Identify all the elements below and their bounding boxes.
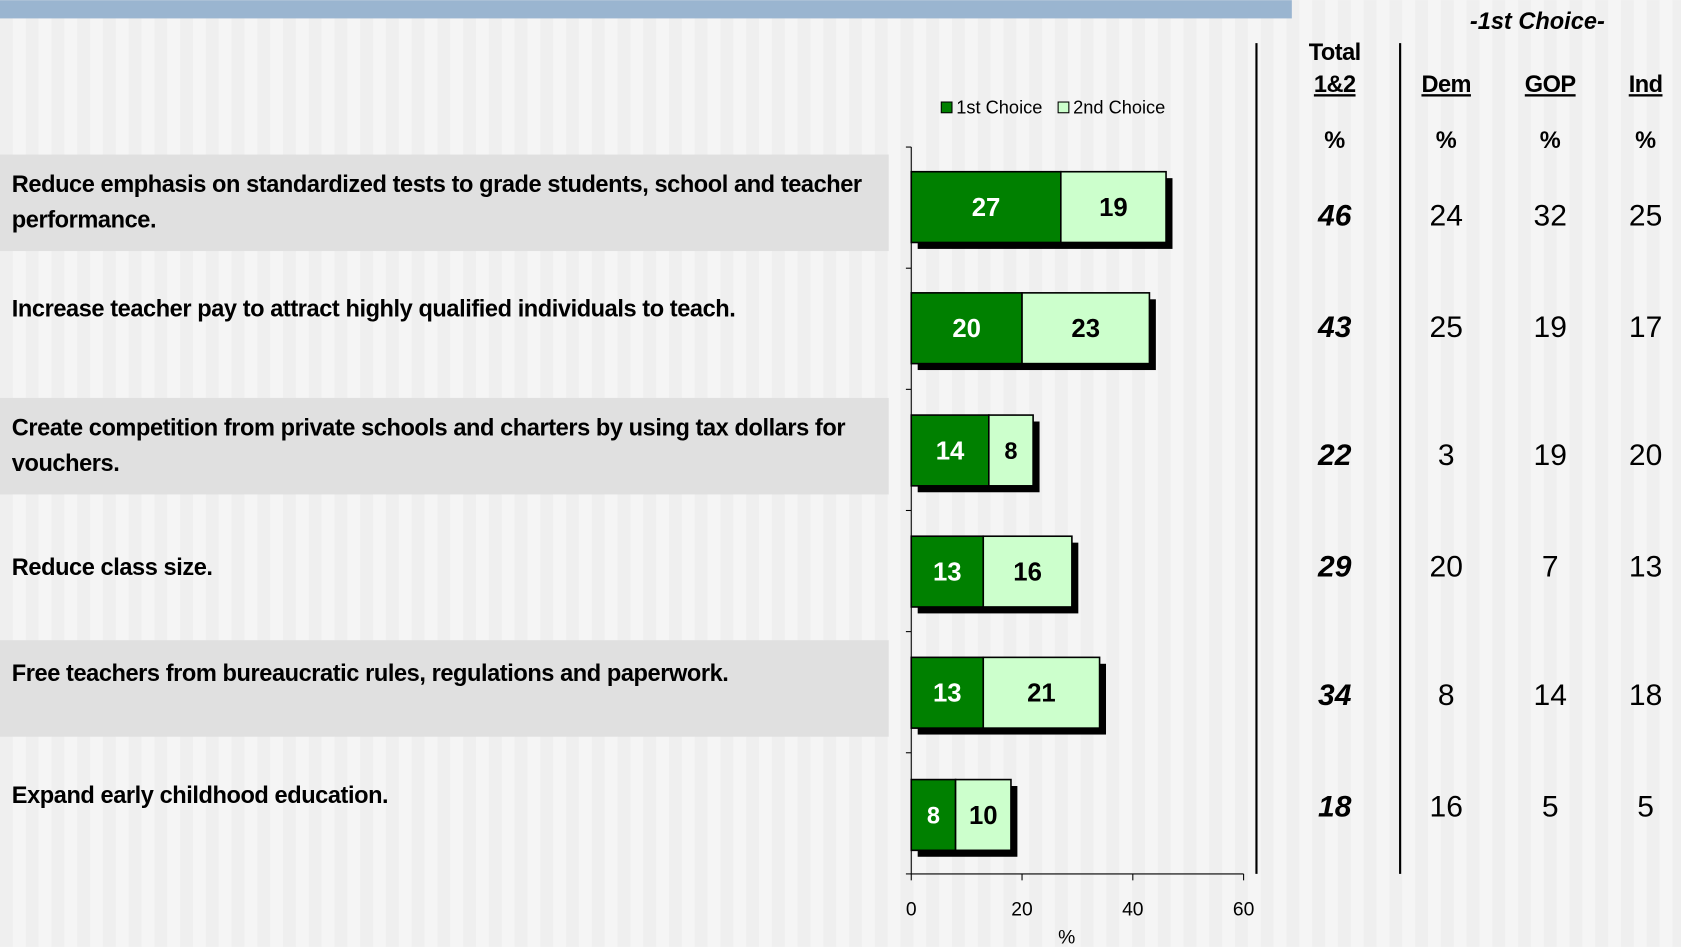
table-cell: 8 [1438,679,1455,712]
table-cell: 17 [1629,311,1662,344]
bar-value-label: 13 [933,559,962,587]
table-cell: 19 [1534,439,1567,472]
bar-value-label: 10 [969,802,998,830]
category-label-box: Expand early childhood education. [11,781,389,809]
table-cell: 46 [1317,200,1352,233]
table-cell: 29 [1317,550,1352,583]
table-cell: 24 [1430,200,1463,233]
top-band [0,0,1292,19]
bar-segment [982,656,1101,729]
column-unit: % [1436,127,1457,153]
column-unit: % [1324,127,1345,153]
bar-segment [910,656,985,729]
category-label: Free teachers from bureaucratic rules, r… [11,659,729,687]
legend-swatch [1057,101,1070,114]
table-cell: 14 [1534,679,1567,712]
bar-value-label: 21 [1027,680,1056,708]
table-cell: 5 [1542,790,1559,823]
column-header: 1&2 [1314,71,1356,97]
category-label-box: Free teachers from bureaucratic rules, r… [11,659,729,687]
table-cell: 5 [1637,790,1654,823]
category-label-box: Increase teacher pay to attract highly q… [11,295,736,322]
table-cell: 25 [1629,200,1662,233]
table-cell: 22 [1317,439,1352,472]
table-cell: 18 [1629,679,1662,712]
bar-value-label: 20 [952,315,981,343]
category-label: Create competition from private schools … [11,414,846,477]
bar-segment [1060,170,1167,244]
column-header: GOP [1525,71,1576,97]
bar-value-label: 19 [1099,194,1128,222]
category-label-box: Create competition from private schools … [11,414,846,477]
table-cell: 3 [1438,439,1455,472]
bar-segment [1021,292,1151,365]
table-title: -1st Choice- [1470,8,1605,34]
bar-segment [954,778,1012,852]
bar-value-label: 14 [936,437,965,465]
bar-segment [982,535,1073,608]
x-tick-label: 40 [1122,899,1143,920]
bar-value-label: 27 [972,194,1001,222]
x-tick-label: 20 [1011,899,1032,920]
bar-value-label: 8 [1004,438,1017,464]
table-cell: 7 [1542,550,1559,583]
legend-label: 1st Choice [956,97,1042,117]
category-label: Increase teacher pay to attract highly q… [11,295,736,322]
bar-segment [910,535,985,608]
x-tick-label: 0 [906,899,917,920]
legend-label: 2nd Choice [1073,97,1165,117]
category-label-box: Reduce class size. [11,552,213,580]
table-cell: 16 [1430,790,1463,823]
x-tick-label: 60 [1233,899,1254,920]
category-label-box: Reduce emphasis on standardized tests to… [11,170,862,233]
category-label: Reduce emphasis on standardized tests to… [11,170,862,233]
bar-segment [987,414,1034,487]
column-header: Ind [1629,71,1663,97]
x-axis-label: % [1058,927,1075,947]
bar-segment [910,414,990,487]
row-band [0,154,889,252]
column-unit: % [1540,127,1561,153]
table-cell: 19 [1534,311,1567,344]
table-cell: 43 [1317,311,1352,344]
legend-swatch [940,101,953,114]
category-label: Reduce class size. [11,552,213,580]
bar-value-label: 23 [1071,315,1100,343]
table-cell: 25 [1430,311,1463,344]
bar-value-label: 8 [927,802,940,828]
bar-value-label: 16 [1013,559,1042,587]
table-cell: 20 [1629,439,1662,472]
column-header: Dem [1421,71,1471,97]
table-cell: 13 [1629,550,1662,583]
column-header: Total [1309,39,1361,65]
bar-segment [910,292,1023,365]
column-unit: % [1635,127,1656,153]
table-cell: 34 [1318,679,1352,712]
table-cell: 20 [1430,550,1463,583]
table-cell: 18 [1318,790,1352,823]
table-cell: 32 [1534,200,1567,233]
bar-value-label: 13 [933,680,962,708]
category-label: Expand early childhood education. [11,781,389,809]
row-band [0,397,889,495]
row-band [0,640,889,737]
